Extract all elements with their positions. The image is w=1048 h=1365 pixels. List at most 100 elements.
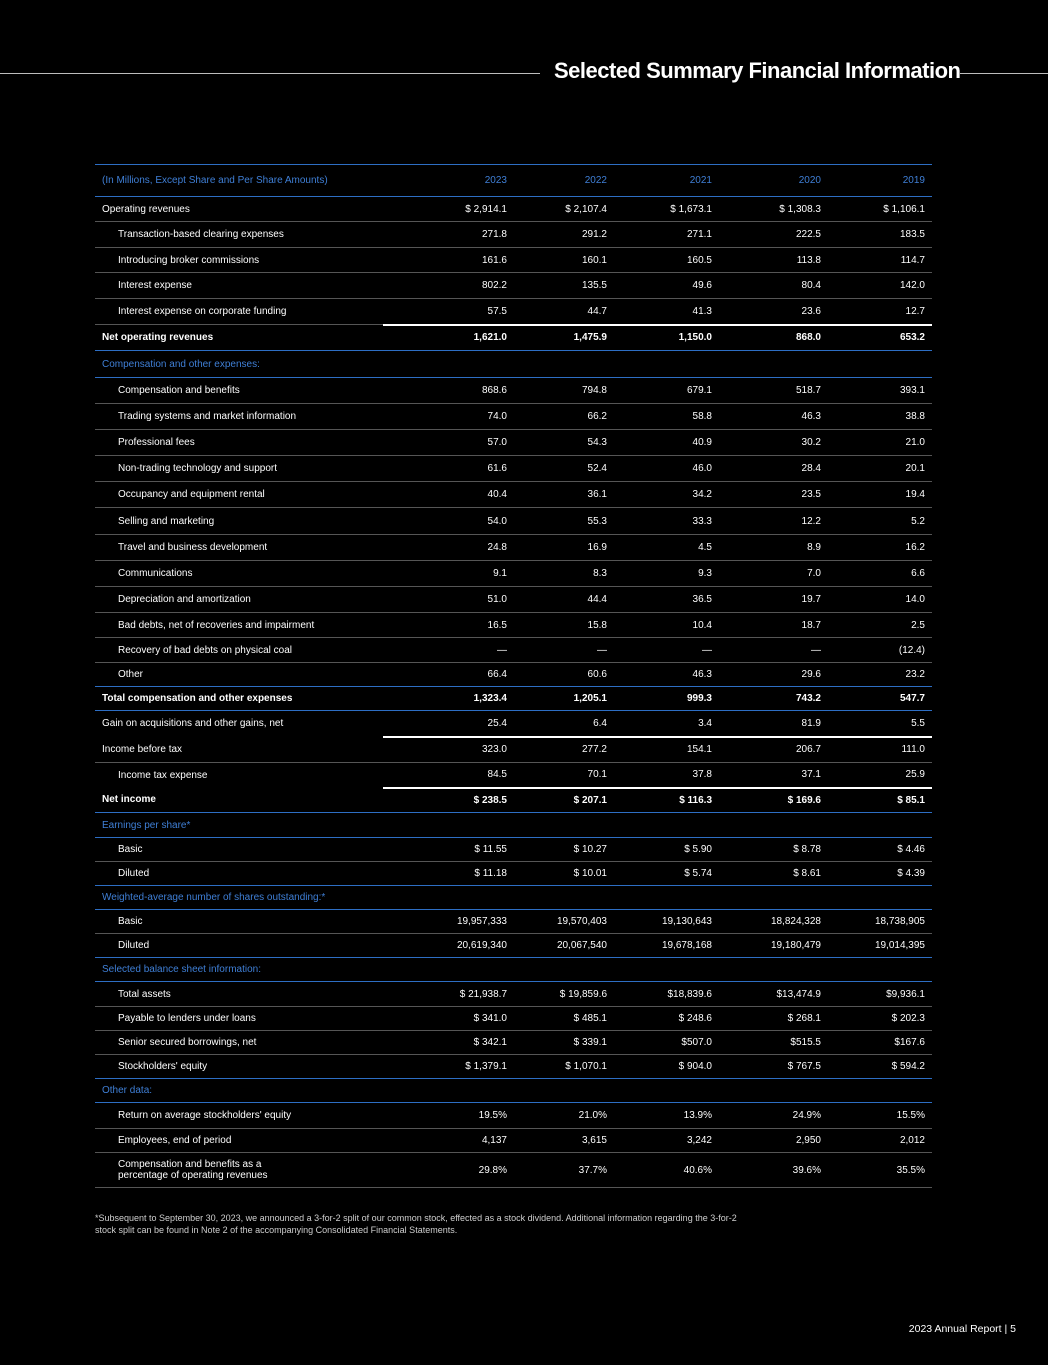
cell-value: $515.5 [719, 1030, 828, 1055]
cell-value: 21.0% [514, 1102, 614, 1129]
cell-value: $ 207.1 [514, 786, 614, 813]
cell-value: 36.1 [514, 481, 614, 508]
row-label: Diluted [95, 933, 383, 958]
table-row: Basic $ 11.55 $ 10.27 $ 5.90 $ 8.78 $ 4.46 [95, 837, 932, 862]
row-label: Payable to lenders under loans [95, 1006, 383, 1031]
cell-value: 12.7 [828, 298, 932, 325]
cell-value: 54.3 [514, 429, 614, 456]
section-label: Weighted-average number of shares outsta… [95, 885, 932, 910]
cell-value: 653.2 [828, 323, 932, 351]
table-row: Net operating revenues 1,621.0 1,475.9 1,15… [95, 323, 932, 351]
year-header: 2019 [828, 164, 932, 197]
row-label: Bad debts, net of recoveries and impairm… [95, 612, 383, 638]
cell-value: 44.4 [514, 586, 614, 613]
cell-value: 2.5 [828, 612, 932, 638]
cell-value: 16.2 [828, 534, 932, 561]
cell-value: 271.8 [383, 221, 514, 248]
table-row: Net income $ 238.5 $ 207.1 $ 116.3 $ 169.6 $ … [95, 786, 932, 813]
section-label: Other data: [95, 1078, 932, 1103]
cell-value: 58.8 [614, 403, 719, 430]
cell-value: 10.4 [614, 612, 719, 638]
cell-value: 1,323.4 [383, 686, 514, 711]
cell-value: 52.4 [514, 455, 614, 482]
table-row: Total assets $ 21,938.7 $ 19,859.6 $18,839.… [95, 981, 932, 1007]
cell-value: 1,205.1 [514, 686, 614, 711]
cell-value: 20,067,540 [514, 933, 614, 958]
cell-value: 24.9% [719, 1102, 828, 1129]
header-rule-right [960, 73, 1048, 74]
row-label: Compensation and benefits as a percentage… [95, 1152, 383, 1188]
cell-value: $ 21,938.7 [383, 981, 514, 1007]
row-label: Diluted [95, 861, 383, 886]
cell-value: 38.8 [828, 403, 932, 430]
cell-value: $ 485.1 [514, 1006, 614, 1031]
cell-value: 81.9 [801, 717, 821, 729]
cell-value: 14.0 [828, 586, 932, 613]
cell-value: 84.5 [487, 769, 507, 781]
cell-value: 868.0 [719, 323, 828, 351]
page-title: Selected Summary Financial Information [554, 58, 961, 83]
section-heading-row: Selected balance sheet information: [95, 957, 932, 982]
cell-value: $ 339.1 [514, 1030, 614, 1055]
row-label: Basic [95, 909, 383, 934]
section-heading-row: Weighted-average number of shares outsta… [95, 885, 932, 910]
cell-value: 802.2 [383, 272, 514, 299]
footnote: *Subsequent to September 30, 2023, we an… [95, 1213, 737, 1235]
cell-value: 19.7 [719, 586, 828, 613]
table-row: Selling and marketing 54.0 55.3 33.3 12.2 5.2 [95, 507, 932, 535]
cell-value: 33.3 [614, 507, 719, 535]
table-row: Professional fees 57.0 54.3 40.9 30.2 21.0 [95, 429, 932, 456]
cell-value: 9.1 [383, 560, 514, 587]
cell-value: 40.6% [614, 1152, 719, 1188]
financial-summary-table: (In Millions, Except Share and Per Share… [95, 164, 932, 1188]
cell-value: 46.3 [692, 669, 712, 680]
row-label: Net income [102, 794, 156, 806]
year-header: 2022 [514, 164, 614, 197]
table-row: Basic 19,957,333 19,570,403 19,130,643 18,82… [95, 909, 932, 934]
cell-value: $ 8.78 [719, 837, 828, 862]
cell-value: $ 116.3 [614, 786, 719, 813]
row-label: Transaction-based clearing expenses [95, 221, 383, 248]
cell-value: 57.0 [383, 429, 514, 456]
cell-value: 54.0 [383, 507, 514, 535]
cell-value: 40.4 [383, 481, 514, 508]
cell-value: 161.6 [383, 247, 514, 273]
cell-value: $ 11.18 [383, 861, 514, 886]
cell-value: 28.4 [719, 455, 828, 482]
cell-value: 16.9 [514, 534, 614, 561]
cell-value: 35.5% [828, 1152, 932, 1188]
row-label: Communications [95, 560, 383, 587]
cell-value: 1,150.0 [614, 323, 719, 351]
table-row: Stockholders' equity $ 1,379.1 $ 1,070.1 $ … [95, 1054, 932, 1079]
cell-value: 19,957,333 [383, 909, 514, 934]
cell-value: 679.1 [614, 377, 719, 404]
cell-value: $ 341.0 [383, 1006, 514, 1031]
table-row: Diluted 20,619,340 20,067,540 19,678,168 19,… [95, 933, 932, 958]
cell-value: $ 1,308.3 [719, 196, 828, 222]
row-label: Other [118, 669, 144, 680]
cell-value: 4,137 [383, 1128, 514, 1153]
cell-value: 61.6 [383, 455, 514, 482]
cell-value: $ 2,107.4 [514, 196, 614, 222]
cell-value: 868.6 [383, 377, 514, 404]
cell-value: 19,130,643 [614, 909, 719, 934]
table-row: Occupancy and equipment rental 40.4 36.1 34… [95, 481, 932, 508]
cell-value: 44.7 [514, 298, 614, 325]
row-label: Basic [95, 837, 383, 862]
table-row: Other 66.4 60.6 46.3 29.6 23.2 [95, 663, 932, 687]
cell-value: $ 5.74 [614, 861, 719, 886]
cell-value: $ 342.1 [383, 1030, 514, 1055]
cell-value: 36.5 [614, 586, 719, 613]
section-label: Compensation and other expenses: [95, 350, 932, 378]
cell-value: $ 2,914.1 [383, 196, 514, 222]
cell-value: 15.8 [514, 612, 614, 638]
cell-value: 4.5 [614, 534, 719, 561]
table-row: Senior secured borrowings, net $ 342.1 $ 3… [95, 1030, 932, 1055]
cell-value: 6.4 [593, 717, 607, 729]
cell-value: 6.6 [828, 560, 932, 587]
cell-value: — [614, 637, 719, 663]
cell-value: 23.2 [905, 669, 925, 680]
row-label: Net operating revenues [102, 332, 214, 343]
cell-value: 1,621.0 [383, 323, 514, 351]
cell-value: 135.5 [514, 272, 614, 299]
